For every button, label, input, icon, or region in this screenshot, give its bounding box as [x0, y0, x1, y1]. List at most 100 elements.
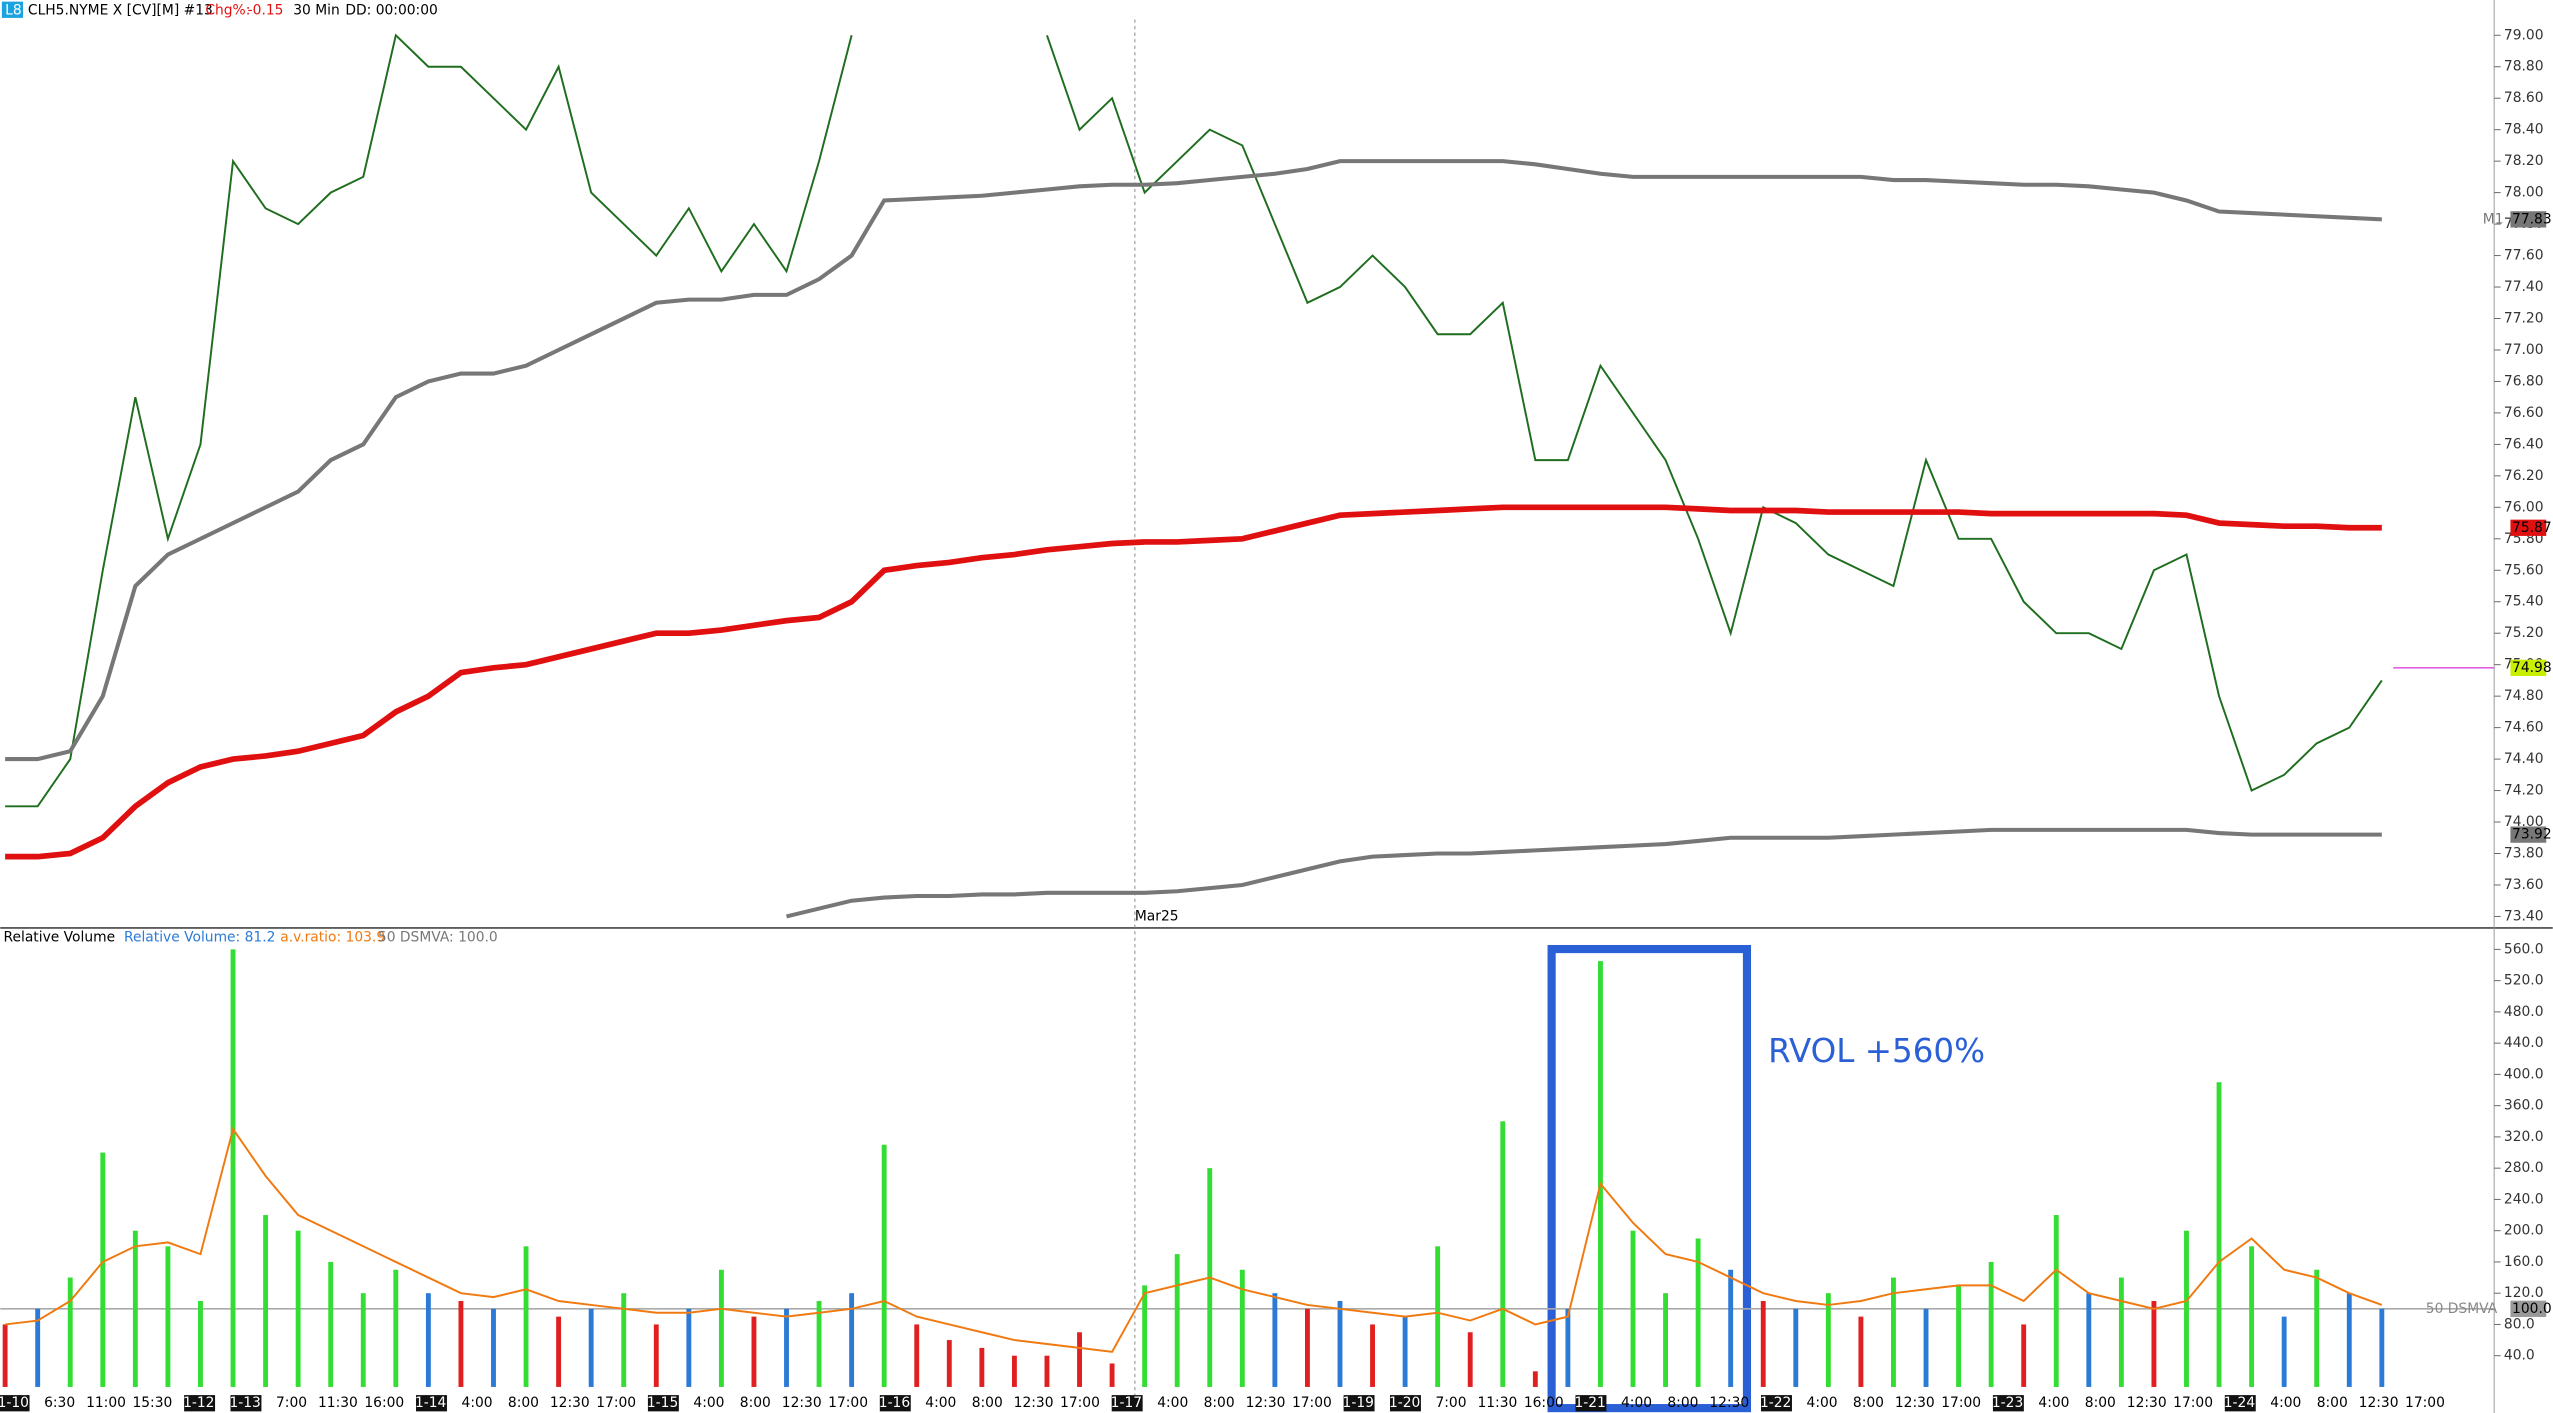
price-tag — [2510, 659, 2547, 676]
volume-bar — [1337, 1301, 1343, 1387]
interval: 30 Min — [293, 3, 340, 19]
volume-bar — [1695, 1238, 1701, 1387]
ratio-line — [5, 1126, 2383, 1353]
y-tick-label: 560.0 — [2504, 941, 2544, 957]
y-tick-label: 73.80 — [2504, 846, 2544, 862]
volume-bar — [360, 1293, 366, 1387]
x-tick-label: 7:00 — [276, 1395, 307, 1411]
volume-bar — [1630, 1230, 1636, 1387]
volume-bar — [1663, 1293, 1669, 1387]
x-tick-label: 8:00 — [2085, 1395, 2116, 1411]
y-tick-label: 320.0 — [2504, 1129, 2544, 1145]
volume-bar — [2379, 1308, 2385, 1387]
x-tick-label: 16:00 — [364, 1395, 404, 1411]
volume-bar — [393, 1269, 399, 1387]
y-tick-label: 78.60 — [2504, 90, 2544, 106]
price-tag-label: 75.87 — [2512, 520, 2552, 536]
x-tick-label: 11:30 — [318, 1395, 358, 1411]
y-tick-label: 77.40 — [2504, 279, 2544, 295]
volume-bar — [2281, 1316, 2287, 1387]
volume-bar — [2249, 1246, 2255, 1387]
x-tick-label: 17:00 — [1941, 1395, 1981, 1411]
volume-bar — [491, 1308, 496, 1387]
volume-bar — [556, 1316, 562, 1387]
volume-bar — [1728, 1269, 1734, 1387]
badge: L8 — [5, 3, 22, 19]
y-tick-label: 74.40 — [2504, 751, 2544, 767]
volume-bar — [198, 1301, 203, 1387]
y-tick-label: 73.60 — [2504, 877, 2544, 893]
volume-bar — [751, 1316, 757, 1387]
y-tick-label: 78.80 — [2504, 59, 2544, 75]
volume-bar — [1565, 1308, 1571, 1387]
x-tick-label: 1-21 — [1574, 1395, 1605, 1411]
x-tick-label: 12:30 — [1895, 1395, 1935, 1411]
y-tick-label: 75.60 — [2504, 562, 2544, 578]
date-tag — [1575, 1395, 1607, 1412]
volume-bar — [35, 1308, 41, 1387]
y-tick-label: 74.60 — [2504, 720, 2544, 736]
volume-bar — [1272, 1293, 1278, 1387]
x-tick-label: 17:00 — [828, 1395, 868, 1411]
x-tick-label: 12:30 — [550, 1395, 590, 1411]
legend-entry: a.v.ratio: 103.9 — [280, 930, 385, 946]
x-tick-label: 4:00 — [2038, 1395, 2069, 1411]
volume-bar — [458, 1301, 464, 1387]
volume-bar — [1858, 1316, 1864, 1387]
date-tag — [2224, 1395, 2256, 1412]
x-tick-label: 17:00 — [596, 1395, 636, 1411]
volume-bar — [1891, 1277, 1896, 1387]
y-tick-label: 76.00 — [2504, 499, 2544, 515]
x-tick-label: 1-12 — [183, 1395, 214, 1411]
volume-bar — [816, 1301, 822, 1387]
date-tag — [879, 1395, 911, 1412]
volume-bar — [1532, 1371, 1538, 1387]
volume-bar — [132, 1230, 138, 1387]
x-tick-label: 15:30 — [132, 1395, 172, 1411]
highlight-box — [1547, 944, 1752, 1413]
y-tick-label: 480.0 — [2504, 1004, 2544, 1020]
y-tick-label: 74.80 — [2504, 688, 2544, 704]
y-tick-label: 76.60 — [2504, 405, 2544, 421]
y-tick-label: 79.00 — [2504, 27, 2544, 43]
volume-bar — [621, 1293, 627, 1387]
y-tick-label: 78.40 — [2504, 122, 2544, 138]
volume-bar — [1304, 1308, 1310, 1387]
y-tick-label: 76.40 — [2504, 436, 2544, 452]
y-tick-label: 75.40 — [2504, 594, 2544, 610]
date-tag — [230, 1395, 262, 1412]
volume-bar — [263, 1215, 269, 1387]
volume-bar — [1174, 1254, 1180, 1387]
series-line — [5, 159, 2382, 762]
volume-bar — [1044, 1355, 1050, 1387]
x-tick-label: 12:30 — [1014, 1395, 1054, 1411]
volume-bar — [946, 1340, 952, 1387]
y-tick-label: 280.0 — [2504, 1160, 2544, 1176]
volume-bar — [2, 1324, 8, 1387]
legend-entry: Relative Volume: 81.2 — [124, 930, 275, 946]
reference-tag — [2510, 1300, 2547, 1317]
y-tick-label: 40.0 — [2504, 1348, 2535, 1364]
x-tick-label: 8:00 — [972, 1395, 1003, 1411]
dd: DD: 00:00:00 — [345, 3, 437, 19]
y-tick-label: 160.0 — [2504, 1254, 2544, 1270]
volume-bar — [1598, 961, 1603, 1387]
y-tick-label: 76.20 — [2504, 468, 2544, 484]
date-tag — [1343, 1395, 1375, 1412]
date-tag — [184, 1395, 216, 1412]
volume-bar — [2346, 1293, 2352, 1387]
x-tick-label: 12:30 — [782, 1395, 822, 1411]
y-tick-label: 77.20 — [2504, 311, 2544, 327]
series-line — [5, 33, 2383, 808]
x-tick-label: 4:00 — [925, 1395, 956, 1411]
y-tick-label: 74.20 — [2504, 783, 2544, 799]
date-tag — [416, 1395, 447, 1412]
volume-bar — [1435, 1246, 1441, 1387]
x-tick-label: 8:00 — [1667, 1395, 1698, 1411]
session-label: Mar25 — [1135, 908, 1179, 924]
volume-bar — [1109, 1363, 1115, 1387]
x-tick-label: 1-20 — [1389, 1395, 1420, 1411]
y-tick-label: 75.20 — [2504, 625, 2544, 641]
